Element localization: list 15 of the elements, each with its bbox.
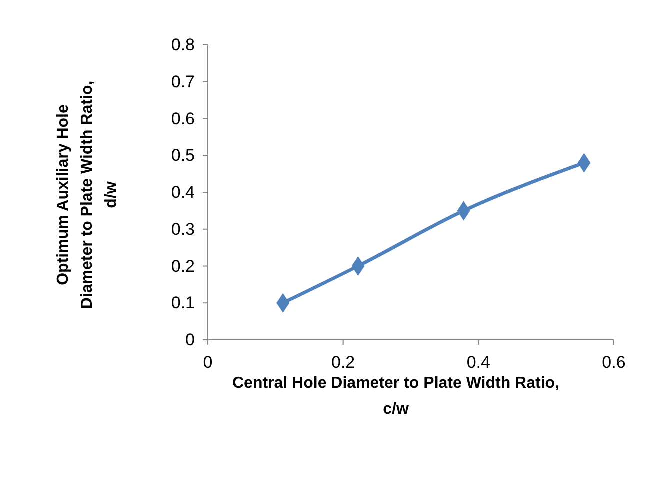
x-tick-label: 0.2 xyxy=(332,353,356,372)
y-axis-title: Optimum Auxiliary Hole Diameter to Plate Width Ratio, d/w xyxy=(55,80,120,310)
y-tick-label: 0.2 xyxy=(171,256,195,276)
y-tick-label: 0.5 xyxy=(171,146,195,166)
y-tick-label: 0.1 xyxy=(171,294,195,313)
y-tick-label: 0.3 xyxy=(171,220,195,239)
y-tick-label: 0.6 xyxy=(171,109,195,128)
y-tick-label: 0 xyxy=(186,330,195,350)
x-tick-label: 0 xyxy=(203,353,213,372)
x-axis-title: Central Hole Diameter to Plate Width Ratio, c/w xyxy=(232,375,560,418)
y-tick-label: 0.4 xyxy=(171,183,195,202)
x-tick-label: 0.6 xyxy=(602,353,626,372)
x-tick-label: 0.4 xyxy=(466,353,490,372)
y-tick-label: 0.8 xyxy=(171,36,195,54)
y-tick-label: 0.7 xyxy=(171,72,195,92)
